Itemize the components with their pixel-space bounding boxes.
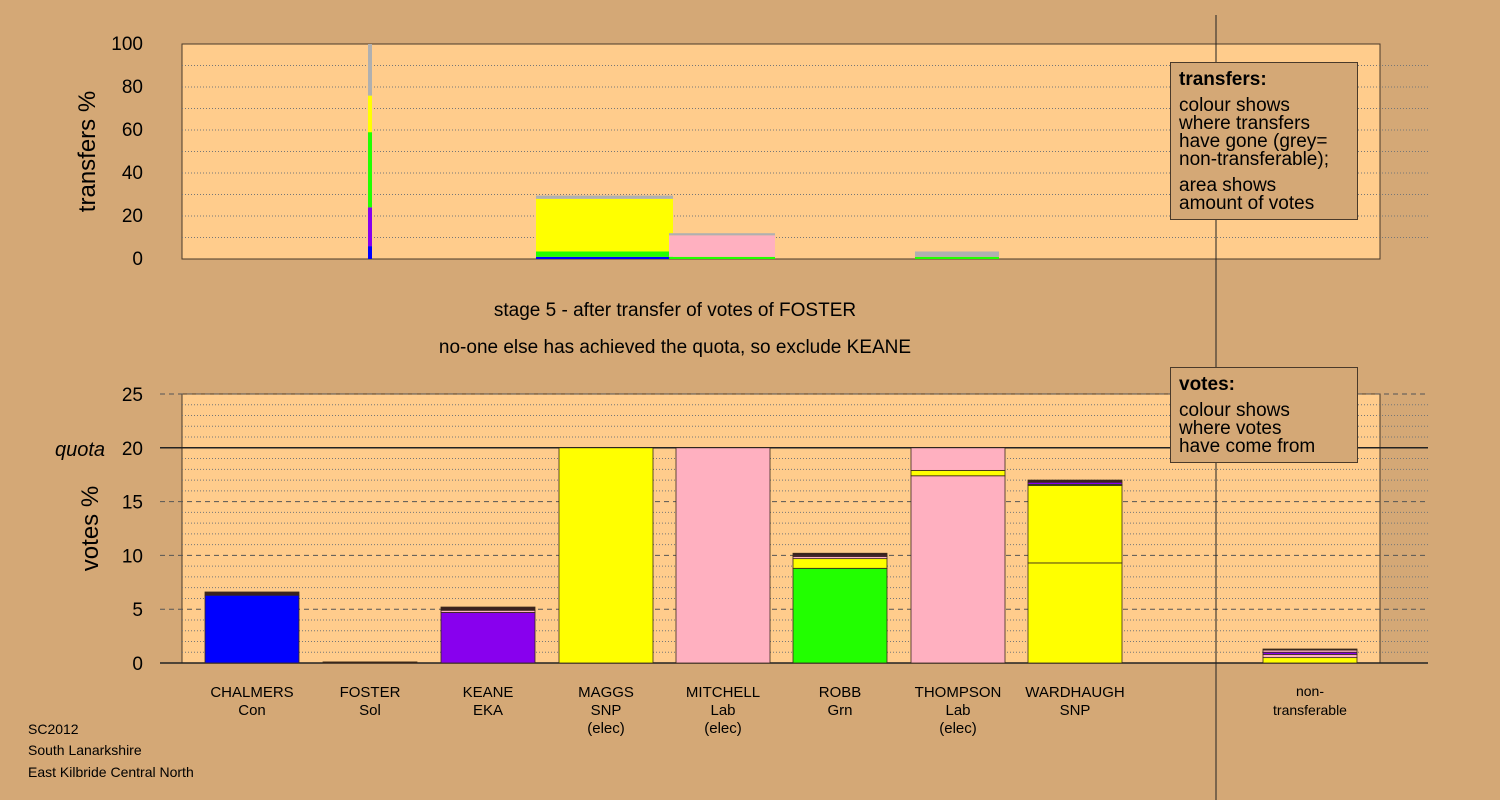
transfers-bar-segment: [536, 195, 673, 199]
votes-legend-line: colour shows: [1179, 400, 1290, 421]
votes-bar-segment: [1262, 657, 1358, 664]
transfers-bar-segment: [536, 256, 673, 259]
candidate-elected-label: (elec): [939, 720, 977, 737]
transfers-y-tick-label: 100: [111, 34, 143, 55]
transfers-bar-segment: [368, 132, 372, 208]
votes-y-tick-label: 25: [122, 385, 143, 406]
votes-bar-segment: [792, 558, 888, 569]
candidate-name-label: WARDHAUGH: [1025, 684, 1124, 701]
stage-title: stage 5 - after transfer of votes of FOS…: [493, 300, 857, 321]
transfers-bar-segment: [669, 256, 775, 259]
candidate-name-label: ROBB: [819, 684, 862, 701]
stage-subtitle: no-one else has achieved the quota, so e…: [438, 337, 912, 358]
transfers-y-axis-label: transfers %: [74, 91, 101, 212]
transfers-y-tick-label: 20: [122, 206, 143, 227]
quota-label: quota: [55, 439, 105, 461]
votes-y-tick-label: 5: [132, 600, 143, 621]
votes-bar-segment: [204, 591, 300, 596]
nontransferable-label: transferable: [1273, 702, 1347, 718]
candidate-name-label: KEANE: [463, 684, 514, 701]
transfers-legend: transfers: colour shows where transfers …: [1170, 62, 1358, 220]
votes-bar-segment: [1262, 648, 1358, 651]
votes-bar-segment: [322, 661, 418, 664]
transfers-bar-segment: [536, 198, 673, 252]
votes-y-tick-label: 20: [122, 439, 143, 460]
votes-bar-segment: [792, 552, 888, 556]
candidate-party-label: SNP: [591, 702, 622, 719]
votes-y-tick-label: 10: [122, 546, 143, 567]
transfers-y-tick-label: 0: [132, 249, 143, 270]
votes-bar-segment: [1027, 485, 1123, 564]
votes-bar-segment: [792, 567, 888, 664]
candidate-name-label: THOMPSON: [915, 684, 1002, 701]
transfers-y-tick-label: 40: [122, 163, 143, 184]
transfers-bar-segment: [915, 256, 999, 259]
candidate-party-label: Lab: [710, 702, 735, 719]
transfers-y-tick-label: 80: [122, 77, 143, 98]
footer-election: SC2012: [28, 721, 79, 737]
votes-bar-segment: [675, 447, 771, 664]
transfers-bar-segment: [536, 251, 673, 257]
nontransferable-label: non-: [1296, 683, 1324, 699]
candidate-name-label: FOSTER: [340, 684, 401, 701]
transfers-legend-line: have gone (grey=: [1179, 131, 1328, 152]
candidate-name-label: MITCHELL: [686, 684, 760, 701]
transfers-bar-segment: [368, 44, 372, 96]
votes-bar-segment: [558, 447, 654, 664]
transfers-bar-segment: [368, 95, 372, 133]
footer-council: South Lanarkshire: [28, 742, 142, 758]
transfers-bar-segment: [669, 235, 775, 257]
votes-bar-segment: [910, 447, 1006, 471]
candidate-party-label: EKA: [473, 702, 503, 719]
votes-legend-line: have come from: [1179, 436, 1316, 457]
votes-legend: votes: colour shows where votes have com…: [1170, 367, 1358, 463]
transfers-y-tick-label: 60: [122, 120, 143, 141]
candidate-party-label: SNP: [1060, 702, 1091, 719]
votes-legend-line: where votes: [1179, 418, 1282, 439]
footer-ward: East Kilbride Central North: [28, 764, 194, 780]
transfers-bar-segment: [669, 233, 775, 236]
candidate-party-label: Con: [238, 702, 266, 719]
transfers-legend-line: non-transferable);: [1179, 149, 1329, 170]
votes-bar-segment: [1027, 479, 1123, 483]
candidate-party-label: Grn: [827, 702, 852, 719]
candidate-name-label: CHALMERS: [210, 684, 293, 701]
transfers-legend-line: where transfers: [1179, 113, 1310, 134]
transfers-bar-segment: [368, 207, 372, 247]
transfers-legend-line: amount of votes: [1179, 193, 1315, 214]
votes-bar-segment: [204, 594, 300, 664]
votes-y-tick-label: 15: [122, 493, 143, 514]
candidate-party-label: Lab: [945, 702, 970, 719]
votes-bar-segment: [440, 612, 536, 664]
votes-bar-segment: [910, 475, 1006, 664]
votes-bar-segment: [1262, 653, 1358, 659]
candidate-elected-label: (elec): [587, 720, 625, 737]
transfers-bar-segment: [368, 246, 372, 259]
votes-y-axis-label: votes %: [77, 486, 104, 571]
votes-bar-segment: [910, 469, 1006, 477]
transfers-legend-title: transfers:: [1179, 69, 1267, 90]
votes-bar-segment: [440, 606, 536, 611]
candidate-party-label: Sol: [359, 702, 381, 719]
votes-legend-title: votes:: [1179, 374, 1235, 395]
votes-y-tick-label: 0: [132, 654, 143, 675]
transfers-bar-segment: [915, 251, 999, 257]
candidate-elected-label: (elec): [704, 720, 742, 737]
transfers-legend-line: area shows: [1179, 175, 1277, 196]
votes-bar-segment: [1027, 562, 1123, 664]
candidate-name-label: MAGGS: [578, 684, 634, 701]
transfers-legend-line: colour shows: [1179, 95, 1290, 116]
